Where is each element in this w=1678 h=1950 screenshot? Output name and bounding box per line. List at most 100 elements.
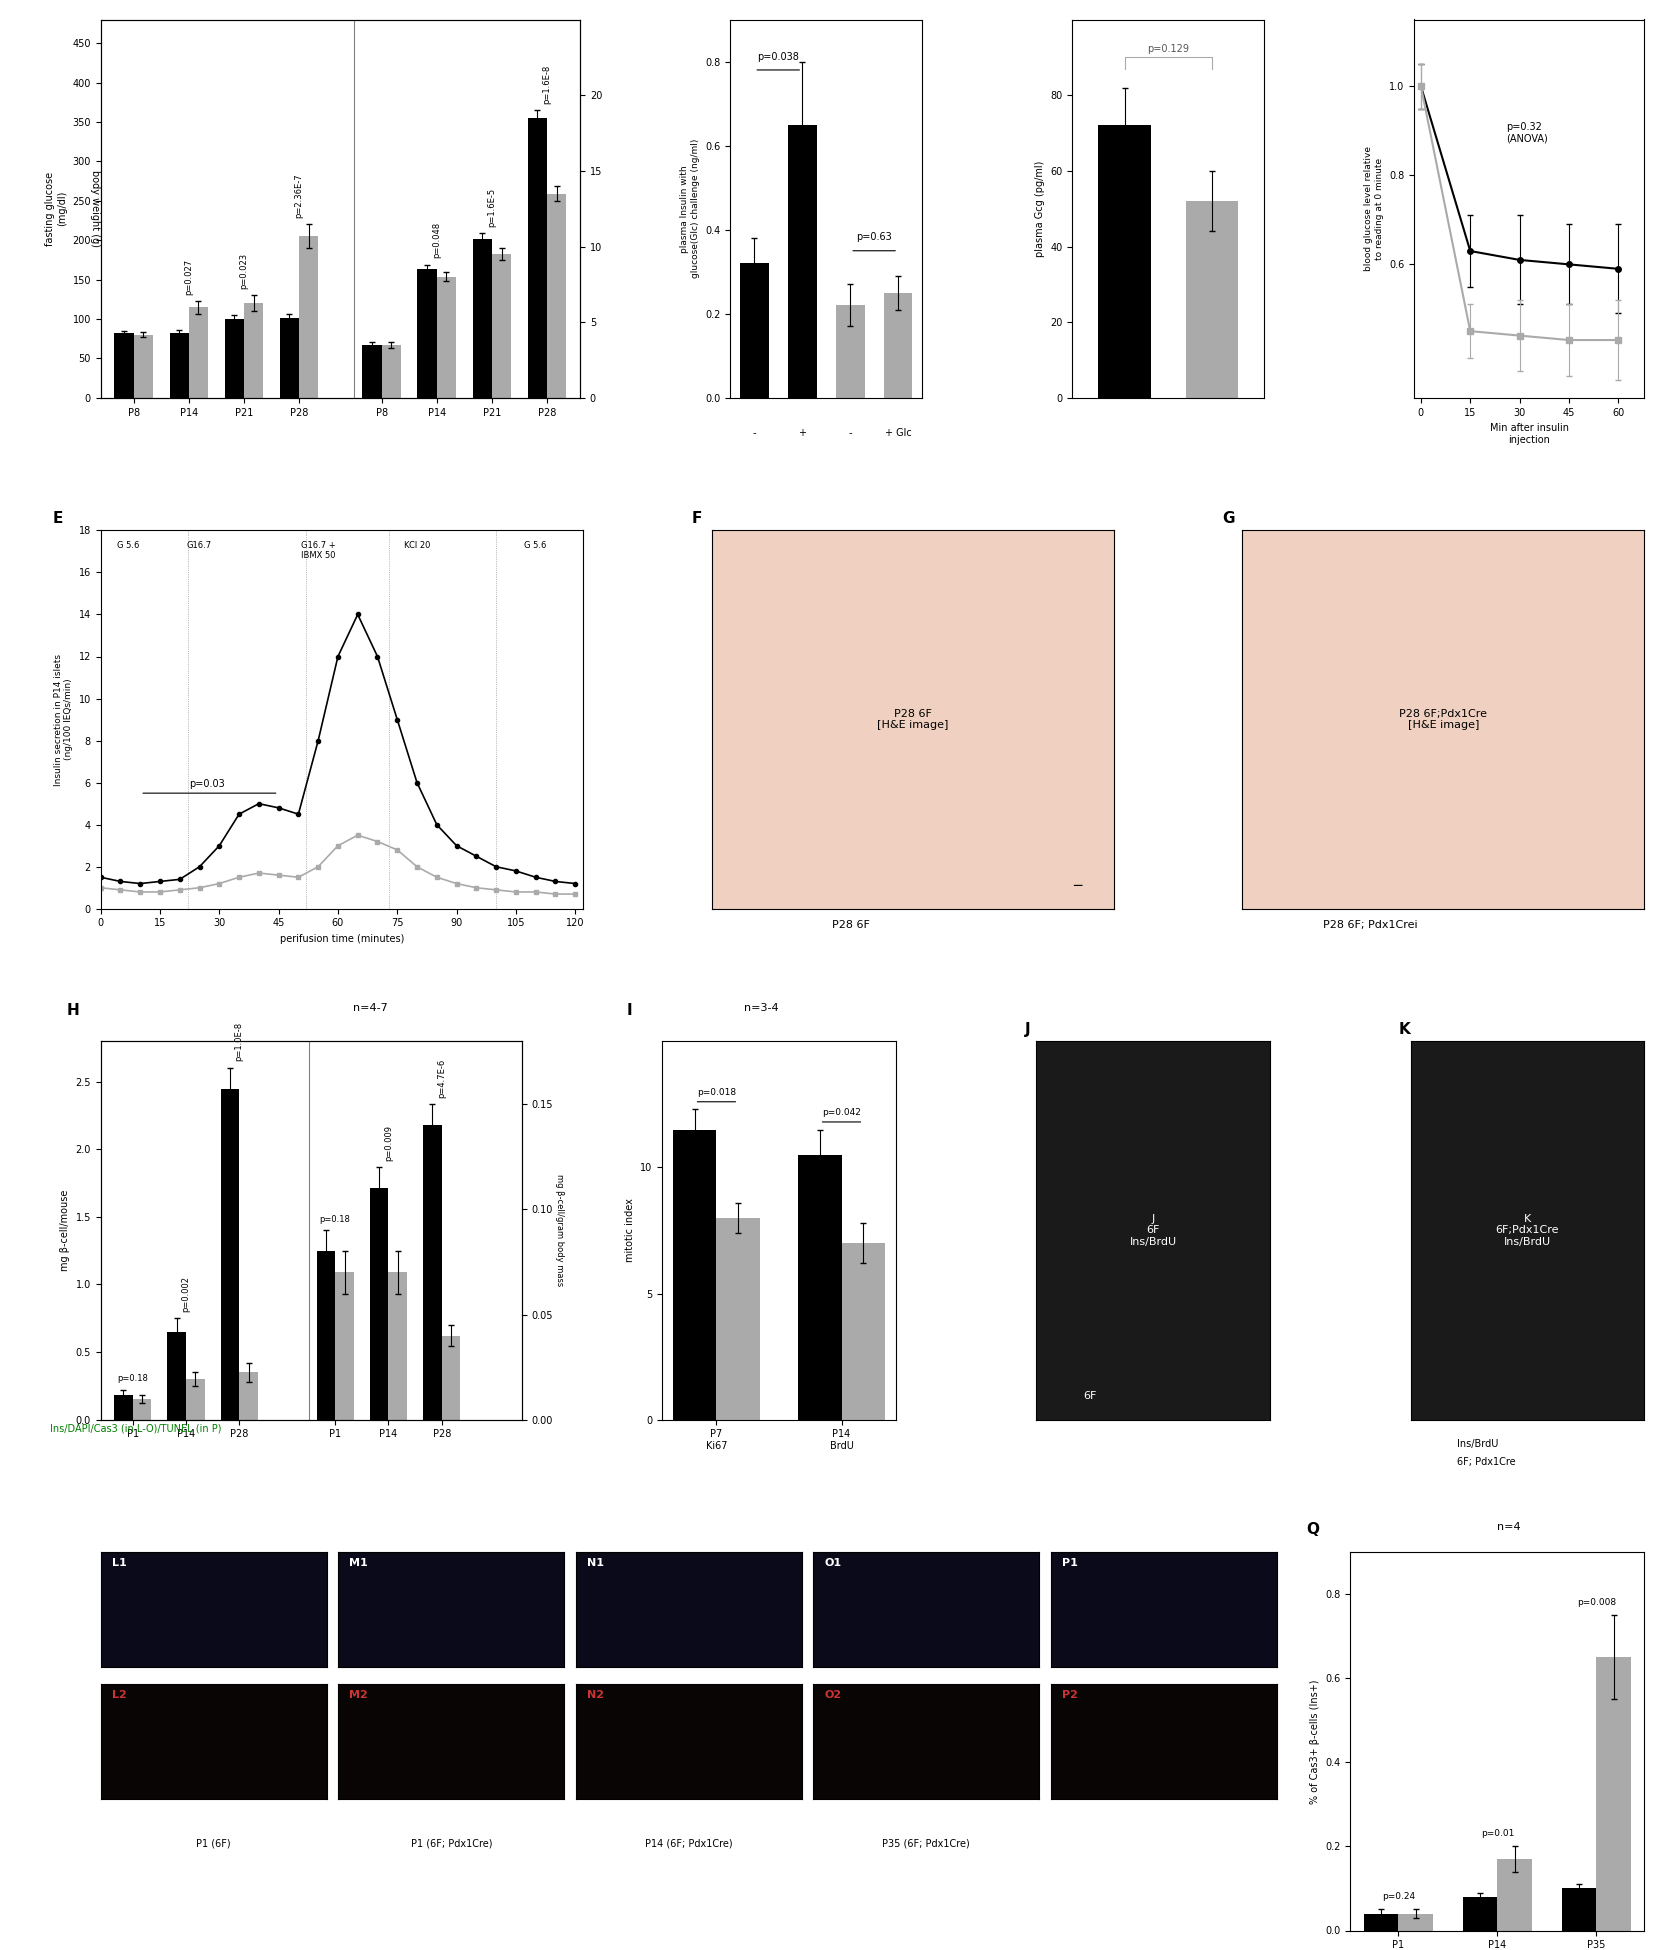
Bar: [240, 1373, 258, 1420]
Bar: [441, 1336, 460, 1420]
Y-axis label: blood glucose level relative
to reading at 0 minute: blood glucose level relative to reading …: [1364, 146, 1384, 271]
Text: 6F: 6F: [1082, 1390, 1096, 1400]
Text: K: K: [1399, 1022, 1411, 1037]
Text: p=0.009: p=0.009: [384, 1125, 393, 1160]
Y-axis label: plasma Gcg (pg/ml): plasma Gcg (pg/ml): [1035, 160, 1045, 257]
Bar: [1596, 1658, 1631, 1930]
Bar: [220, 1088, 240, 1420]
Y-axis label: % of Cas3+ β-cells (Ins+): % of Cas3+ β-cells (Ins+): [1311, 1679, 1319, 1804]
Text: +: +: [799, 429, 805, 439]
Text: + Glc: + Glc: [884, 429, 911, 439]
Text: 6F; Pdx1Cre: 6F; Pdx1Cre: [1457, 1457, 1515, 1468]
Text: P1 (6F): P1 (6F): [196, 1839, 232, 1849]
Text: n=4-7: n=4-7: [354, 1004, 388, 1014]
Bar: [842, 1242, 886, 1420]
Bar: [243, 304, 263, 398]
Bar: [740, 263, 769, 398]
Text: p=0.018: p=0.018: [696, 1088, 737, 1096]
Text: p=0.03: p=0.03: [190, 778, 225, 790]
Bar: [547, 193, 565, 398]
Text: M1: M1: [349, 1558, 367, 1568]
Bar: [1562, 1888, 1596, 1930]
Bar: [114, 1396, 133, 1420]
Y-axis label: mg β-cell/gram body mass: mg β-cell/gram body mass: [555, 1174, 564, 1287]
Bar: [884, 292, 913, 398]
Text: p=0.63: p=0.63: [856, 232, 893, 242]
Text: P2: P2: [1062, 1691, 1077, 1700]
Text: O2: O2: [824, 1691, 842, 1700]
Bar: [168, 1332, 186, 1420]
Bar: [280, 318, 299, 398]
Text: p=0.002: p=0.002: [181, 1275, 190, 1312]
Text: p=1.6E-5: p=1.6E-5: [487, 187, 497, 226]
Text: P28 6F; Pdx1Crei: P28 6F; Pdx1Crei: [1322, 920, 1418, 930]
Text: p=0.042: p=0.042: [822, 1108, 861, 1117]
Text: J
6F
Ins/BrdU: J 6F Ins/BrdU: [1129, 1213, 1176, 1248]
Text: P1: P1: [1062, 1558, 1077, 1568]
Y-axis label: body weight (g): body weight (g): [89, 170, 99, 248]
Bar: [133, 1400, 151, 1420]
Bar: [492, 254, 512, 398]
Text: p=0.048: p=0.048: [433, 222, 441, 259]
Bar: [190, 308, 208, 398]
Text: G16.7: G16.7: [186, 540, 211, 550]
Bar: [186, 1379, 205, 1420]
Bar: [527, 117, 547, 398]
Bar: [299, 236, 319, 398]
Text: p=0.18: p=0.18: [320, 1215, 351, 1225]
Y-axis label: Insulin secretion in P14 islets
(ng/100 IEQs/min): Insulin secretion in P14 islets (ng/100 …: [54, 653, 74, 786]
Text: E: E: [52, 511, 62, 526]
Y-axis label: mg β-cell/mouse: mg β-cell/mouse: [60, 1190, 70, 1271]
Text: L2: L2: [112, 1691, 128, 1700]
Bar: [418, 269, 436, 398]
Text: Q: Q: [1305, 1521, 1319, 1537]
Bar: [336, 1273, 354, 1420]
Bar: [717, 1219, 760, 1420]
Text: p=4.7E-6: p=4.7E-6: [438, 1059, 446, 1098]
Text: P1 (6F; Pdx1Cre): P1 (6F; Pdx1Cre): [411, 1839, 492, 1849]
Bar: [369, 1188, 389, 1420]
Text: G: G: [1222, 511, 1235, 526]
Text: p=0.01: p=0.01: [1480, 1829, 1514, 1839]
Text: -: -: [752, 429, 757, 439]
Text: P28 6F
[H&E image]: P28 6F [H&E image]: [878, 708, 948, 731]
Bar: [225, 320, 243, 398]
Text: p=0.129: p=0.129: [1148, 43, 1190, 53]
Text: Ins/DAPI/Cas3 (in L-O)/TUNEL (in P): Ins/DAPI/Cas3 (in L-O)/TUNEL (in P): [50, 1424, 221, 1433]
Text: L1: L1: [112, 1558, 128, 1568]
Bar: [789, 125, 817, 398]
Text: ─: ─: [1074, 879, 1082, 893]
Y-axis label: fasting glucose
(mg/dl): fasting glucose (mg/dl): [45, 172, 67, 246]
Bar: [1099, 125, 1151, 398]
Bar: [1463, 1897, 1497, 1930]
Text: N1: N1: [587, 1558, 604, 1568]
X-axis label: Min after insulin
injection: Min after insulin injection: [1490, 423, 1569, 445]
Text: H: H: [67, 1004, 81, 1018]
Bar: [1364, 1913, 1398, 1930]
Text: G 5.6: G 5.6: [525, 540, 547, 550]
Text: p=1.6E-8: p=1.6E-8: [542, 64, 552, 103]
Bar: [673, 1129, 717, 1420]
Text: G16.7 +
IBMX 50: G16.7 + IBMX 50: [300, 540, 336, 560]
Bar: [169, 333, 190, 398]
Bar: [317, 1252, 336, 1420]
Text: p=0.038: p=0.038: [757, 51, 799, 62]
Text: p=0.32
(ANOVA): p=0.32 (ANOVA): [1507, 123, 1549, 144]
Bar: [473, 240, 492, 398]
Bar: [423, 1125, 441, 1420]
Text: K
6F;Pdx1Cre
Ins/BrdU: K 6F;Pdx1Cre Ins/BrdU: [1495, 1213, 1559, 1248]
Text: Ins/BrdU: Ins/BrdU: [1457, 1439, 1498, 1449]
Text: p=1.0E-8: p=1.0E-8: [235, 1022, 243, 1061]
Text: p=0.008: p=0.008: [1577, 1597, 1616, 1607]
Y-axis label: plasma Insulin with
glucose(Glc) challenge (ng/ml): plasma Insulin with glucose(Glc) challen…: [680, 138, 700, 279]
Text: p=0.24: p=0.24: [1383, 1892, 1415, 1901]
Text: O1: O1: [824, 1558, 842, 1568]
Bar: [134, 335, 153, 398]
Bar: [1398, 1913, 1433, 1930]
Y-axis label: mitotic index: mitotic index: [624, 1199, 634, 1262]
Text: P28 6F: P28 6F: [832, 920, 871, 930]
Text: KCl 20: KCl 20: [404, 540, 430, 550]
Text: G 5.6: G 5.6: [117, 540, 139, 550]
Bar: [1497, 1858, 1532, 1930]
Text: M2: M2: [349, 1691, 367, 1700]
